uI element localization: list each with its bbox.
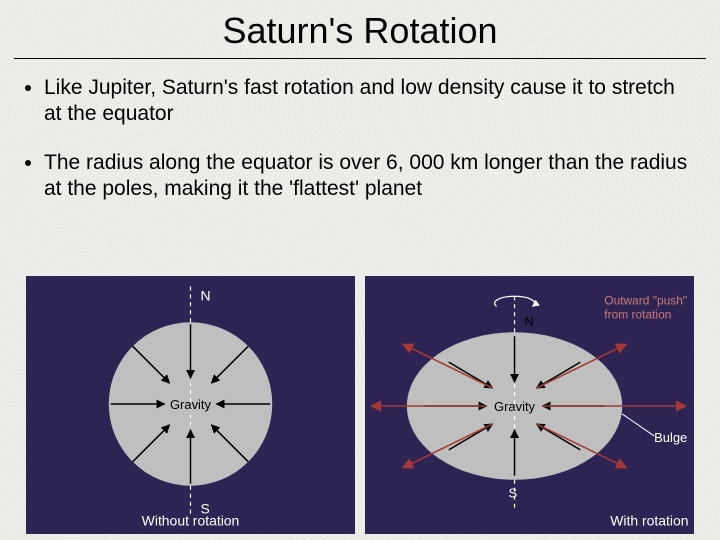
caption-left: Without rotation (142, 513, 240, 529)
caption-right: With rotation (610, 513, 688, 529)
diagram-row: N S Gravity Without rotation (26, 276, 694, 534)
pole-n-label: N (200, 287, 210, 303)
slide-title: Saturn's Rotation (0, 0, 720, 58)
diagram-without-rotation: N S Gravity Without rotation (26, 276, 355, 534)
bulge-label: Bulge (654, 430, 687, 445)
pole-s-label: S (509, 486, 518, 501)
gravity-label: Gravity (494, 399, 536, 414)
bullet-item: Like Jupiter, Saturn's fast rotation and… (44, 75, 690, 128)
gravity-label: Gravity (170, 397, 212, 412)
pole-n-label: N (525, 314, 534, 329)
bullet-item: The radius along the equator is over 6, … (44, 150, 690, 203)
outward-push-label-1: Outward "push" (604, 293, 687, 307)
outward-push-label-2: from rotation (604, 307, 671, 321)
diagram-with-rotation: N S (365, 276, 694, 534)
bullet-list: Like Jupiter, Saturn's fast rotation and… (0, 59, 720, 234)
slide: Saturn's Rotation Like Jupiter, Saturn's… (0, 0, 720, 540)
